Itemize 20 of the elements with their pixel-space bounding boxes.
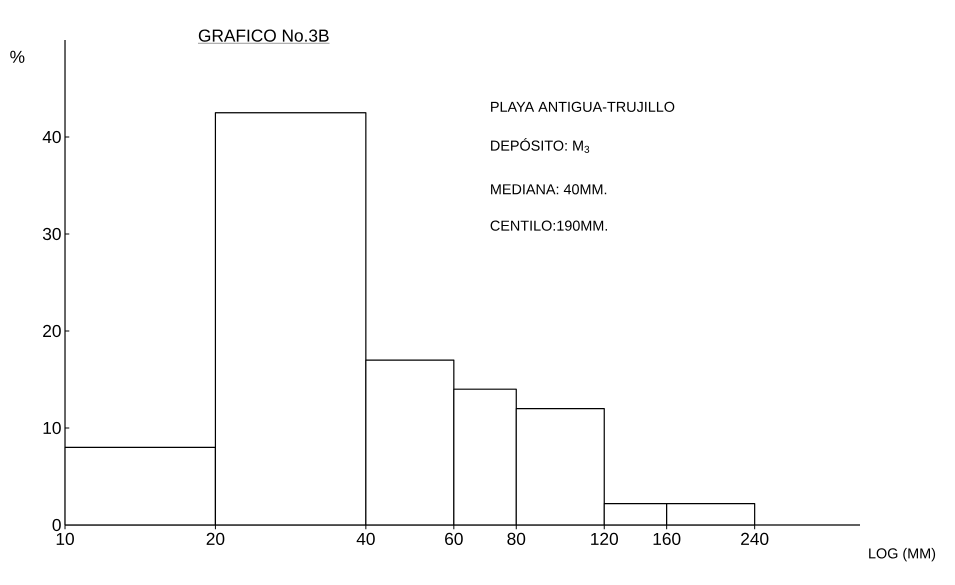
- x-tick-label: 10: [56, 532, 74, 546]
- x-tick-label: 160: [654, 532, 680, 546]
- x-tick-label: 20: [206, 532, 224, 546]
- x-tick-label: 40: [356, 532, 375, 546]
- annotation: CENTILO:190MM.: [490, 220, 607, 231]
- y-tick-label: 0: [52, 518, 61, 532]
- x-tick-label: 80: [507, 532, 526, 546]
- annotation: DEPÓSITO: M$_{3}$: [491, 138, 590, 153]
- y-tick-label: 20: [43, 324, 61, 338]
- annotation: PLAYA ANTIGUA-TRUJILLO: [491, 102, 674, 112]
- chart-title: GRAFICO No.3B: [198, 30, 329, 42]
- x-tick-label: 60: [445, 532, 463, 546]
- y-tick-label: 40: [42, 130, 61, 144]
- y-axis-title: %: [10, 50, 24, 63]
- annotation: MEDIANA: 40MM.: [491, 184, 606, 194]
- x-axis-title: LOG (MM): [869, 548, 936, 562]
- y-tick-label: 30: [42, 228, 61, 240]
- y-tick-label: 10: [44, 422, 61, 434]
- x-tick-label: 120: [591, 532, 618, 546]
- x-tick-label: 240: [741, 532, 768, 546]
